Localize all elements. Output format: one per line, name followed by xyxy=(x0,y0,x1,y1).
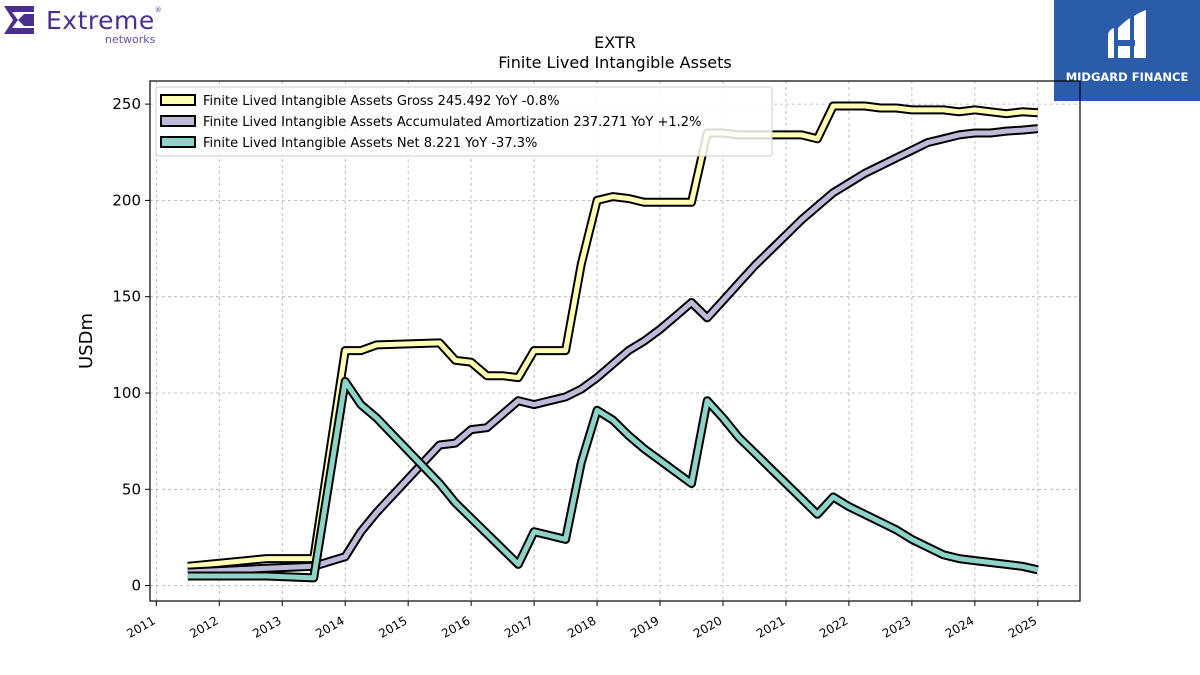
plot-frame xyxy=(149,80,1081,602)
x-tick-label: 2015 xyxy=(376,613,409,640)
extreme-logo-icon xyxy=(4,6,34,34)
extreme-sub-text: networks xyxy=(105,33,156,46)
x-tick-label: 2020 xyxy=(691,613,724,640)
x-tick-label: 2012 xyxy=(187,613,220,640)
x-tick-label: 2022 xyxy=(817,613,850,640)
midgard-brand-text: MIDGARD FINANCE xyxy=(1065,70,1189,84)
series-outline-3 xyxy=(187,376,1039,583)
y-tick-label: 50 xyxy=(122,480,141,498)
legend-entry-2: Finite Lived Intangible Assets Accumulat… xyxy=(203,115,701,130)
series-line-1 xyxy=(187,103,1038,569)
y-axis-label: USDm xyxy=(76,313,97,369)
extreme-brand-text: Extreme® xyxy=(46,6,163,35)
legend-swatch-1 xyxy=(160,94,196,106)
y-axis: 0 50 100 150 200 250 xyxy=(112,95,150,595)
y-tick-label: 250 xyxy=(112,95,141,113)
x-tick-label: 2017 xyxy=(502,613,535,640)
extreme-networks-logo: Extreme® networks xyxy=(4,4,174,48)
midgard-logo-icon xyxy=(1108,10,1146,58)
x-tick-label: 2011 xyxy=(124,613,157,640)
y-tick-label: 150 xyxy=(112,288,141,306)
series-lines xyxy=(187,101,1039,583)
x-tick-label: 2013 xyxy=(250,613,283,640)
grid xyxy=(150,81,1080,601)
legend-entry-3: Finite Lived Intangible Assets Net 8.221… xyxy=(203,136,537,151)
y-tick-label: 100 xyxy=(112,384,141,402)
legend-box xyxy=(155,86,773,157)
series-line-2 xyxy=(187,126,1039,575)
legend: Finite Lived Intangible Assets Gross 245… xyxy=(155,86,773,157)
x-tick-label: 2021 xyxy=(754,613,787,640)
y-tick-label: 0 xyxy=(131,577,141,595)
x-tick-label: 2019 xyxy=(628,613,661,640)
x-tick-label: 2023 xyxy=(880,613,913,640)
legend-swatch-2 xyxy=(160,115,196,127)
x-tick-label: 2014 xyxy=(313,613,346,640)
x-tick-label: 2016 xyxy=(439,613,472,640)
x-tick-label: 2024 xyxy=(943,613,976,640)
chart-title: EXTR xyxy=(594,33,636,52)
series-line-3 xyxy=(187,378,1039,581)
legend-swatch-3 xyxy=(160,136,196,148)
y-tick-label: 200 xyxy=(112,191,141,209)
x-axis: 2011 2012 2013 2014 2015 2016 2017 2018 2019 2020… xyxy=(124,601,1039,641)
x-tick-label: 2025 xyxy=(1006,613,1039,640)
midgard-finance-logo: MIDGARD FINANCE xyxy=(1054,0,1200,101)
legend-entry-1: Finite Lived Intangible Assets Gross 245… xyxy=(203,94,559,109)
x-tick-label: 2018 xyxy=(565,613,598,640)
chart-subtitle: Finite Lived Intangible Assets xyxy=(498,53,731,72)
series-outline-1 xyxy=(187,101,1039,571)
